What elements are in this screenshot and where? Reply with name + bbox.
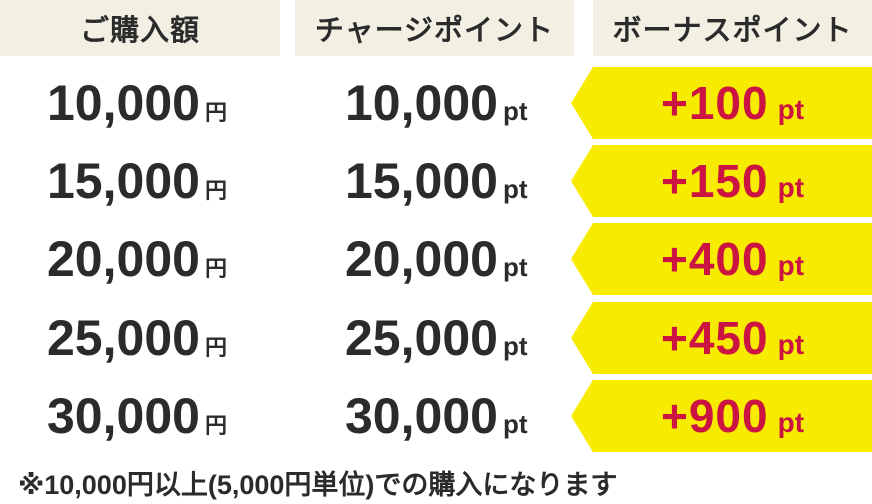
bonus-points-value: +900 [660,390,769,442]
header-bonus-points: ボーナスポイント [593,0,872,56]
purchase-amount-value: 10,000 [47,75,200,131]
purchase-amount-cell: 20,000 円 [47,223,227,295]
pt-unit-label: pt [502,174,528,204]
charge-points-cell: 15,000 pt [345,145,527,217]
purchase-amount-cell: 10,000 円 [47,67,227,139]
table-row: 25,000 円 25,000 pt +450 pt [0,302,872,374]
bonus-points-value: +400 [660,233,769,285]
bonus-pt-unit-label: pt [777,94,805,125]
table-row: 20,000 円 20,000 pt +400 pt [0,223,872,295]
purchase-amount-cell: 15,000 円 [47,145,227,217]
purchase-amount-value: 30,000 [47,388,200,444]
charge-points-value: 30,000 [345,388,498,444]
charge-points-value: 20,000 [345,231,498,287]
purchase-amount-value: 15,000 [47,153,200,209]
pt-unit-label: pt [502,252,528,282]
purchase-amount-value: 25,000 [47,310,200,366]
yen-unit-label: 円 [204,100,227,125]
table-row: 10,000 円 10,000 pt +100 pt [0,67,872,139]
charge-points-cell: 30,000 pt [345,380,527,452]
pt-unit-label: pt [502,331,528,361]
header-bonus-points-label: ボーナスポイント [612,15,853,47]
purchase-amount-cell: 30,000 円 [47,380,227,452]
charge-points-value: 15,000 [345,153,498,209]
bonus-arrow-tag: +150 pt [571,145,872,217]
bonus-arrow-tag: +900 pt [571,380,872,452]
bonus-arrow-tag: +400 pt [571,223,872,295]
purchase-amount-value: 20,000 [47,231,200,287]
pt-unit-label: pt [502,96,528,126]
header-charge-points: チャージポイント [295,0,574,56]
bonus-pt-unit-label: pt [777,172,805,203]
bonus-pt-unit-label: pt [777,250,805,281]
bonus-points-value: +100 [660,77,769,129]
bonus-pt-unit-label: pt [777,407,805,438]
bonus-arrow-tag: +450 pt [571,302,872,374]
yen-unit-label: 円 [204,256,227,281]
charge-points-value: 10,000 [345,75,498,131]
bonus-points-value: +450 [660,312,769,364]
charge-points-cell: 20,000 pt [345,223,527,295]
yen-unit-label: 円 [204,178,227,203]
bonus-pt-unit-label: pt [777,329,805,360]
yen-unit-label: 円 [204,335,227,360]
header-purchase-amount: ご購入額 [0,0,280,56]
yen-unit-label: 円 [204,413,227,438]
header-charge-points-label: チャージポイント [314,15,555,47]
charge-points-cell: 10,000 pt [345,67,527,139]
charge-points-cell: 25,000 pt [345,302,527,374]
purchase-condition-footnote: ※10,000円以上(5,000円単位)での購入になります [18,470,618,500]
header-purchase-amount-label: ご購入額 [79,15,200,47]
purchase-amount-cell: 25,000 円 [47,302,227,374]
charge-points-value: 25,000 [345,310,498,366]
table-row: 15,000 円 15,000 pt +150 pt [0,145,872,217]
table-row: 30,000 円 30,000 pt +900 pt [0,380,872,452]
bonus-points-value: +150 [660,155,769,207]
pt-unit-label: pt [502,409,528,439]
bonus-arrow-tag: +100 pt [571,67,872,139]
